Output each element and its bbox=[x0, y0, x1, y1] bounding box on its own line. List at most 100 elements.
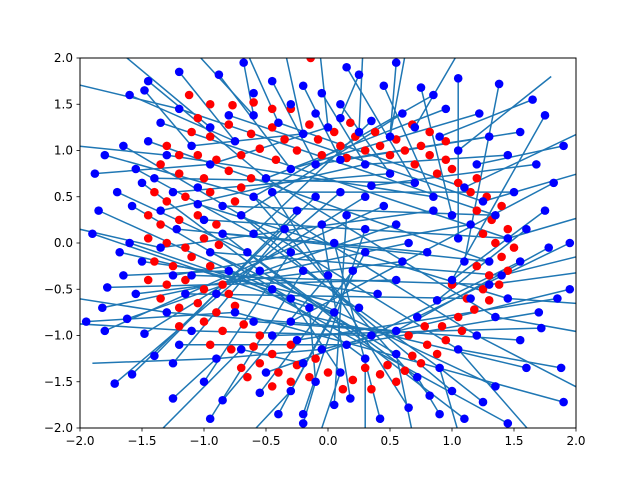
segment-line bbox=[94, 163, 211, 175]
red-point bbox=[199, 173, 209, 183]
segment-line bbox=[285, 58, 304, 135]
x-tick-label: −1.5 bbox=[127, 434, 156, 448]
blue-point bbox=[398, 257, 407, 266]
blue-point bbox=[280, 224, 289, 234]
blue-point bbox=[102, 283, 112, 292]
red-point bbox=[205, 187, 215, 197]
segment-line bbox=[458, 348, 562, 369]
red-point bbox=[193, 210, 203, 220]
blue-point bbox=[391, 220, 401, 229]
segment-line bbox=[80, 84, 180, 110]
y-axis: −2.0 −1.5 −1.0 −0.5 0.0 0.5 1.0 1.5 2.0 bbox=[44, 51, 80, 435]
blue-point bbox=[172, 224, 182, 234]
blue-point bbox=[522, 224, 531, 234]
blue-point bbox=[140, 329, 149, 338]
blue-point bbox=[298, 129, 308, 139]
blue-point bbox=[422, 247, 432, 257]
segment-line bbox=[172, 358, 217, 399]
red-point bbox=[236, 150, 246, 160]
red-point bbox=[205, 132, 215, 141]
segment-line bbox=[395, 353, 413, 428]
red-point bbox=[317, 150, 327, 160]
red-point bbox=[346, 118, 355, 128]
blue-point bbox=[410, 123, 420, 132]
blue-point bbox=[432, 296, 442, 305]
blue-point bbox=[98, 303, 107, 313]
plot-area bbox=[80, 58, 576, 428]
blue-point bbox=[212, 289, 221, 299]
red-point bbox=[425, 150, 434, 160]
blue-point bbox=[360, 192, 370, 202]
red-point bbox=[348, 375, 358, 385]
blue-point bbox=[348, 266, 358, 276]
blue-point bbox=[453, 74, 463, 83]
red-point bbox=[255, 358, 265, 368]
blue-point bbox=[137, 178, 147, 188]
segment-line bbox=[321, 92, 366, 165]
x-tick-label: 1.5 bbox=[504, 434, 523, 448]
segment-line bbox=[216, 293, 527, 369]
blue-point bbox=[354, 70, 364, 79]
red-point bbox=[143, 275, 153, 285]
blue-point bbox=[317, 220, 327, 229]
red-point bbox=[470, 305, 479, 314]
blue-point bbox=[484, 280, 494, 289]
segment-line bbox=[464, 133, 576, 189]
red-point bbox=[224, 166, 234, 176]
blue-point bbox=[416, 83, 426, 92]
segment-line bbox=[234, 311, 564, 403]
blue-point bbox=[484, 132, 494, 141]
red-point bbox=[509, 243, 519, 252]
red-point bbox=[214, 240, 224, 250]
blue-point bbox=[131, 164, 141, 174]
blue-point bbox=[536, 323, 546, 333]
blue-point bbox=[532, 160, 541, 169]
blue-point bbox=[292, 335, 302, 345]
red-point bbox=[360, 363, 370, 373]
blue-point bbox=[224, 111, 234, 120]
blue-point bbox=[115, 247, 124, 257]
x-tick-label: 0.0 bbox=[318, 434, 337, 448]
red-point bbox=[267, 104, 277, 114]
blue-point bbox=[447, 386, 457, 396]
segment-line bbox=[271, 191, 410, 409]
blue-point bbox=[140, 86, 149, 95]
blue-point bbox=[503, 419, 513, 428]
blue-point bbox=[385, 169, 395, 178]
red-point bbox=[274, 368, 283, 377]
y-tick-label: 2.0 bbox=[54, 51, 73, 65]
blue-point bbox=[112, 187, 122, 197]
red-point bbox=[425, 127, 434, 137]
segment-line bbox=[114, 191, 341, 385]
red-point bbox=[478, 229, 488, 239]
red-point bbox=[193, 150, 203, 160]
x-tick-label: 2.0 bbox=[566, 434, 585, 448]
red-point bbox=[162, 197, 172, 206]
blue-point bbox=[255, 266, 265, 276]
segment-line bbox=[143, 89, 193, 147]
red-point bbox=[267, 123, 277, 132]
red-point bbox=[174, 169, 184, 178]
red-point bbox=[280, 135, 289, 144]
red-point bbox=[228, 100, 237, 110]
segment-line bbox=[507, 217, 576, 240]
red-point bbox=[224, 120, 234, 129]
blue-point bbox=[286, 317, 296, 326]
blue-point bbox=[559, 141, 568, 151]
blue-point bbox=[249, 317, 258, 326]
red-point bbox=[367, 384, 376, 394]
segment-line bbox=[463, 83, 500, 262]
red-point bbox=[311, 354, 320, 363]
blue-point bbox=[261, 368, 271, 377]
segment-line bbox=[495, 316, 576, 333]
blue-point bbox=[214, 70, 224, 79]
red-point bbox=[383, 360, 392, 370]
blue-point bbox=[544, 243, 554, 252]
blue-point bbox=[528, 95, 537, 104]
red-point bbox=[400, 146, 410, 155]
red-point bbox=[503, 266, 513, 276]
blue-point bbox=[311, 192, 320, 202]
blue-point bbox=[298, 266, 308, 276]
blue-point bbox=[255, 388, 265, 398]
segment-line bbox=[489, 272, 576, 286]
